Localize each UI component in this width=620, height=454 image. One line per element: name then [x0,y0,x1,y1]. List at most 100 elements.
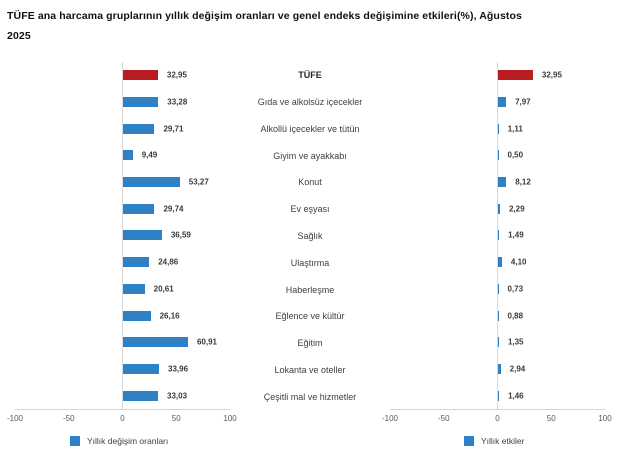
legend-swatch-icon [464,436,474,446]
axis-tick-label: -100 [381,414,399,423]
bar-row: 32,95 [15,62,230,89]
category-label: Lokanta ve oteller [274,364,346,375]
bar-row: 33,28 [15,89,230,116]
bar-value-label: 1,46 [508,391,524,401]
bar-value-label: 1,11 [507,124,523,134]
bar [122,310,151,321]
category-label: Alkollü içecekler ve tütün [260,123,360,134]
bar-row: 2,29 [390,195,605,222]
bar-row: 4,10 [390,249,605,276]
bar-value-label: 9,49 [141,150,158,160]
bar [122,97,159,108]
bar-row: 0,88 [390,302,605,329]
plot-annual-change-rates: 32,95 33,28 29,71 9,49 53,27 29,74 36,59 24,86 2… [15,62,230,410]
category-label: Eğlence ve kültür [275,311,345,322]
chart-title-line2: 2025 [7,30,31,42]
bar [497,203,500,214]
bar-row: 33,03 [15,382,230,409]
bar-row: 24,86 [15,249,230,276]
bar-value-label: 33,03 [167,391,188,401]
bar-row: 29,74 [15,195,230,222]
bar-value-label: 33,28 [167,97,188,107]
bar [497,337,499,348]
bar-row: 32,95 [390,62,605,89]
bar-value-label: 1,49 [508,230,524,240]
bar [122,337,188,348]
bar-value-label: 53,27 [188,177,209,187]
category-label: Sağlık [297,230,323,241]
category-label: Giyim ve ayakkabı [273,150,347,161]
bar [497,310,499,321]
category-labels: TÜFE Gıda ve alkolsüz içecekler Alkollü iç… [230,62,390,410]
axis-tick-label: 100 [223,414,237,423]
bar-highlight [122,70,158,81]
axis-tick-label: -50 [62,414,75,423]
axis-tick-label: 0 [120,414,125,423]
bar-highlight [497,70,533,81]
category-label: Ev eşyası [290,204,330,215]
bar [497,97,507,108]
bar-value-label: 2,29 [508,204,525,214]
bar-row: 1,35 [390,329,605,356]
bar-row: 7,97 [390,89,605,116]
bars-annual-effects: 32,95 7,97 1,11 0,50 8,12 2,29 1,49 4,10 0,73 0,8… [390,62,605,409]
chart-title: TÜFE ana harcama gruplarının yıllık deği… [7,6,613,46]
legend-annual-effects: Yıllık etkiler [464,436,524,446]
bar [122,390,158,401]
bar-value-label: 24,86 [158,257,179,267]
bar [122,363,159,374]
bar-value-label: 36,59 [170,230,191,240]
bar-row: 8,12 [390,169,605,196]
bar-value-label: 33,96 [168,364,189,374]
axis-tick-label: -100 [6,414,24,423]
bar-row: 2,94 [390,356,605,383]
axis-tick-label: 0 [495,414,500,423]
legend-label: Yıllık değişim oranları [87,436,169,446]
bar-value-label: 60,91 [196,337,217,347]
bar [122,257,150,268]
bar [497,177,507,188]
bar-value-label: 2,94 [509,364,526,374]
bar-row: 36,59 [15,222,230,249]
bar-value-label: 0,50 [507,150,524,160]
bar-row: 1,46 [390,382,605,409]
x-axis-annual-effects: -100 -50 0 50 100 [382,414,612,426]
bar-value-label: 0,88 [507,311,524,321]
bar-row: 20,61 [15,276,230,303]
bar-row: 53,27 [15,169,230,196]
category-label: Haberleşme [285,284,335,295]
bar-value-label: 29,71 [163,124,184,134]
category-label: TÜFE [298,70,322,81]
category-label: Konut [298,177,322,188]
category-label: Ulaştırma [290,257,330,268]
legend-annual-change-rates: Yıllık değişim oranları [70,436,168,446]
category-label: Gıda ve alkolsüz içecekler [257,97,363,108]
bar [122,203,155,214]
category-label: Eğitim [297,338,323,349]
bar [497,390,500,401]
bar [497,363,501,374]
bar-row: 0,73 [390,276,605,303]
axis-tick-label: 100 [598,414,612,423]
bar-value-label: 8,12 [515,177,531,187]
legend-label: Yıllık etkiler [481,436,525,446]
axis-tick-label: 50 [546,414,556,423]
bar-row: 60,91 [15,329,230,356]
bar [122,283,145,294]
category-label: Çeşitli mal ve hizmetler [263,391,357,402]
bar-row: 26,16 [15,302,230,329]
bar [122,177,180,188]
axis-tick-label: -50 [437,414,450,423]
bar-value-label: 26,16 [159,311,180,321]
bar [497,257,502,268]
bar-value-label: 1,35 [507,337,524,347]
bar [497,283,499,294]
x-axis-annual-change-rates: -100 -50 0 50 100 [7,414,237,426]
bar-row: 1,11 [390,115,605,142]
bar-row: 33,96 [15,356,230,383]
bar-row: 9,49 [15,142,230,169]
bars-annual-change-rates: 32,95 33,28 29,71 9,49 53,27 29,74 36,59 24,86 2… [15,62,230,409]
bar-value-label: 29,74 [163,204,184,214]
bar-value-label: 0,73 [507,284,524,294]
axis-tick-label: 50 [171,414,181,423]
